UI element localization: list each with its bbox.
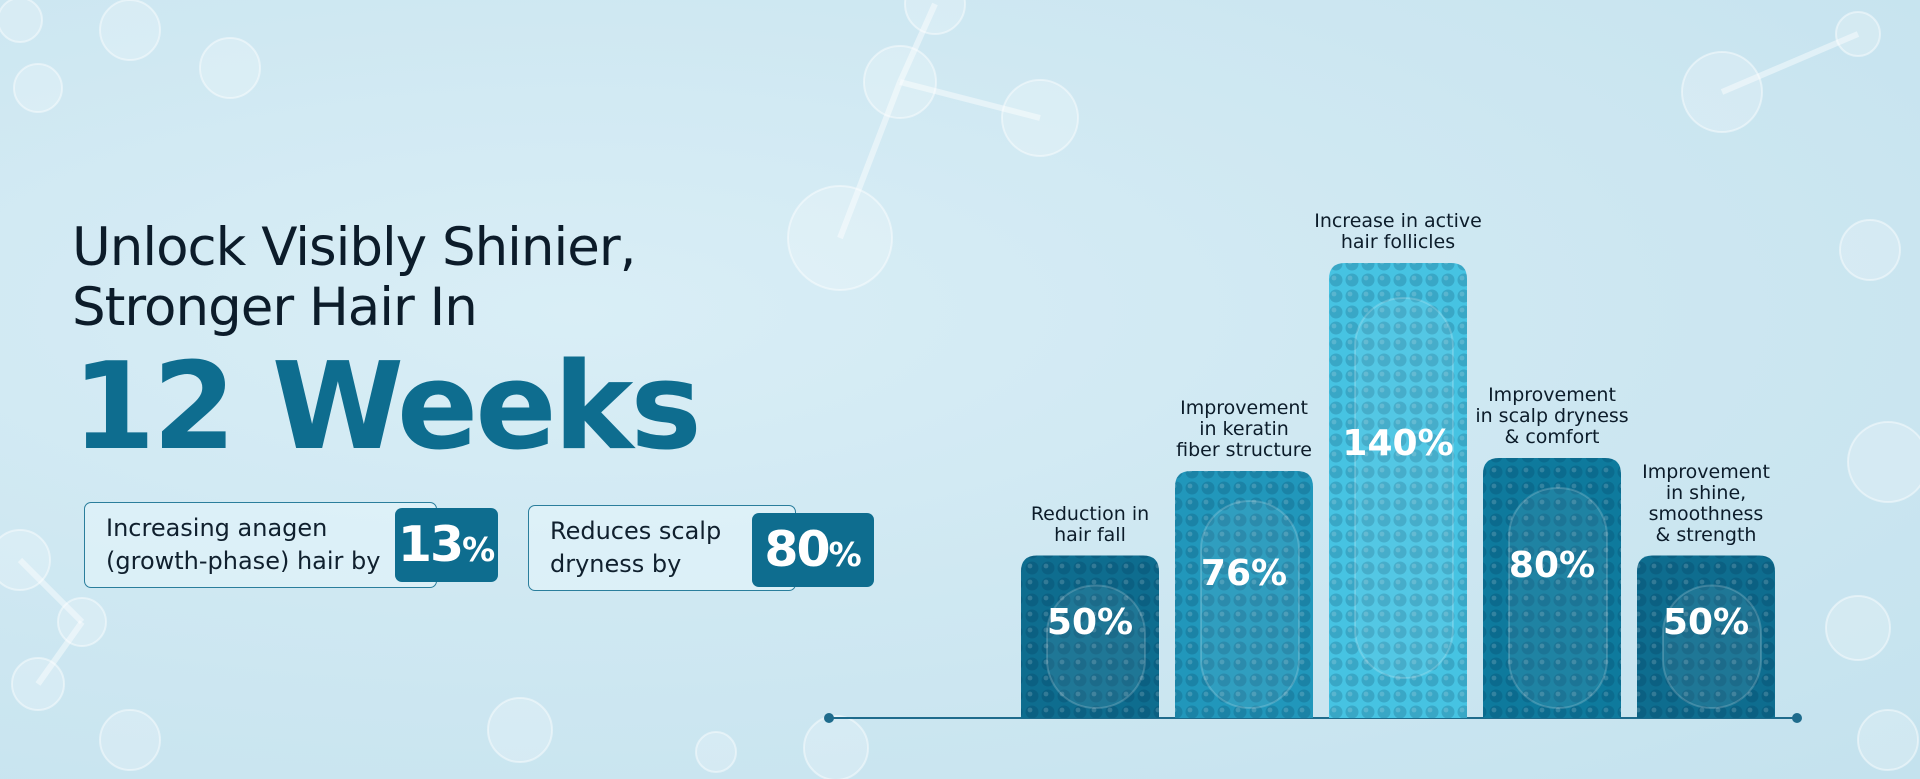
stat-text: Increasing anagen (growth-phase) hair by [106,512,380,578]
stat-text: Reduces scalp dryness by [550,515,721,581]
bar-category-label-line: Improvement [1180,397,1308,419]
axis-end-dot-left [824,713,834,723]
bar-category-label-line: Improvement [1642,460,1770,483]
bar-capsule-3 [1354,297,1454,679]
headline: Unlock Visibly Shinier, Stronger Hair In… [72,217,702,477]
bar-category-label-line: & strength [1655,523,1757,546]
bar-capsule-2 [1200,500,1300,709]
bar-category-label-line: in scalp dryness [1475,405,1629,427]
bar-category-label: Improvement in scalp dryness & comfort [1475,385,1628,448]
stat-box-anagen: Increasing anagen (growth-phase) hair by… [84,502,500,592]
bar-texture-3 [1329,263,1467,718]
stat-frame [528,505,796,591]
bar-texture-2 [1175,471,1313,718]
bar-category-label-line: in keratin [1199,418,1289,440]
bar-category-label-line: & comfort [1504,426,1600,448]
bar-value-label: 80% [1508,545,1596,587]
bar-texture-4 [1483,458,1621,718]
bar-category-label-line: hair fall [1054,523,1126,546]
bar-value-label: 140% [1342,423,1454,464]
bar-capsule-5 [1662,584,1762,709]
headline-line-1: Unlock Visibly Shinier, [72,217,636,278]
bar-texture-1 [1021,555,1159,718]
stat-badge: 13% [395,508,498,582]
bar-texture-5 [1637,555,1775,718]
bar-value-label: 50% [1662,601,1750,643]
stat-text-line-1: Increasing anagen [106,514,328,542]
bar-capsule-4 [1508,487,1608,709]
stat-frame [84,502,437,588]
headline-line-2: Stronger Hair In [72,277,478,338]
bar-category-label-line: Increase in active [1314,210,1482,232]
stat-text-line-2: (growth-phase) hair by [106,547,381,575]
bar-category-label-line: Improvement [1488,384,1616,406]
bar-capsule-1 [1046,584,1146,709]
headline-emphasis: 12 Weeks [72,338,702,477]
bar-category-label-line: hair follicles [1340,231,1456,253]
stat-box-scalp-dryness: Reduces scalp dryness by 80% [528,505,876,595]
bar-value-label: 50% [1046,601,1134,643]
stat-unit: % [462,530,496,569]
bar-value-label: 76% [1200,552,1288,594]
axis-end-dot-right [1792,713,1802,723]
bar-category-label-line: fiber structure [1176,439,1312,461]
stat-value: 80 [764,521,830,578]
stat-value: 13 [397,516,464,573]
bar-category-label: Improvement in shine, smoothness & strength [1642,460,1770,546]
stat-unit: % [828,535,862,574]
bar-category-label: Improvement in keratin fiber structure [1176,398,1312,461]
bar-category-label-line: in shine, [1665,481,1747,504]
bar-category-label-line: Reduction in [1030,502,1150,525]
bar-category-label: Reduction in hair fall [1030,502,1150,546]
bar-category-label-line: smoothness [1648,502,1764,525]
stat-text-line-1: Reduces scalp [550,517,722,545]
bar-category-label: Increase in active hair follicles [1314,211,1482,253]
stat-badge: 80% [752,513,874,587]
stat-text-line-2: dryness by [550,550,682,578]
